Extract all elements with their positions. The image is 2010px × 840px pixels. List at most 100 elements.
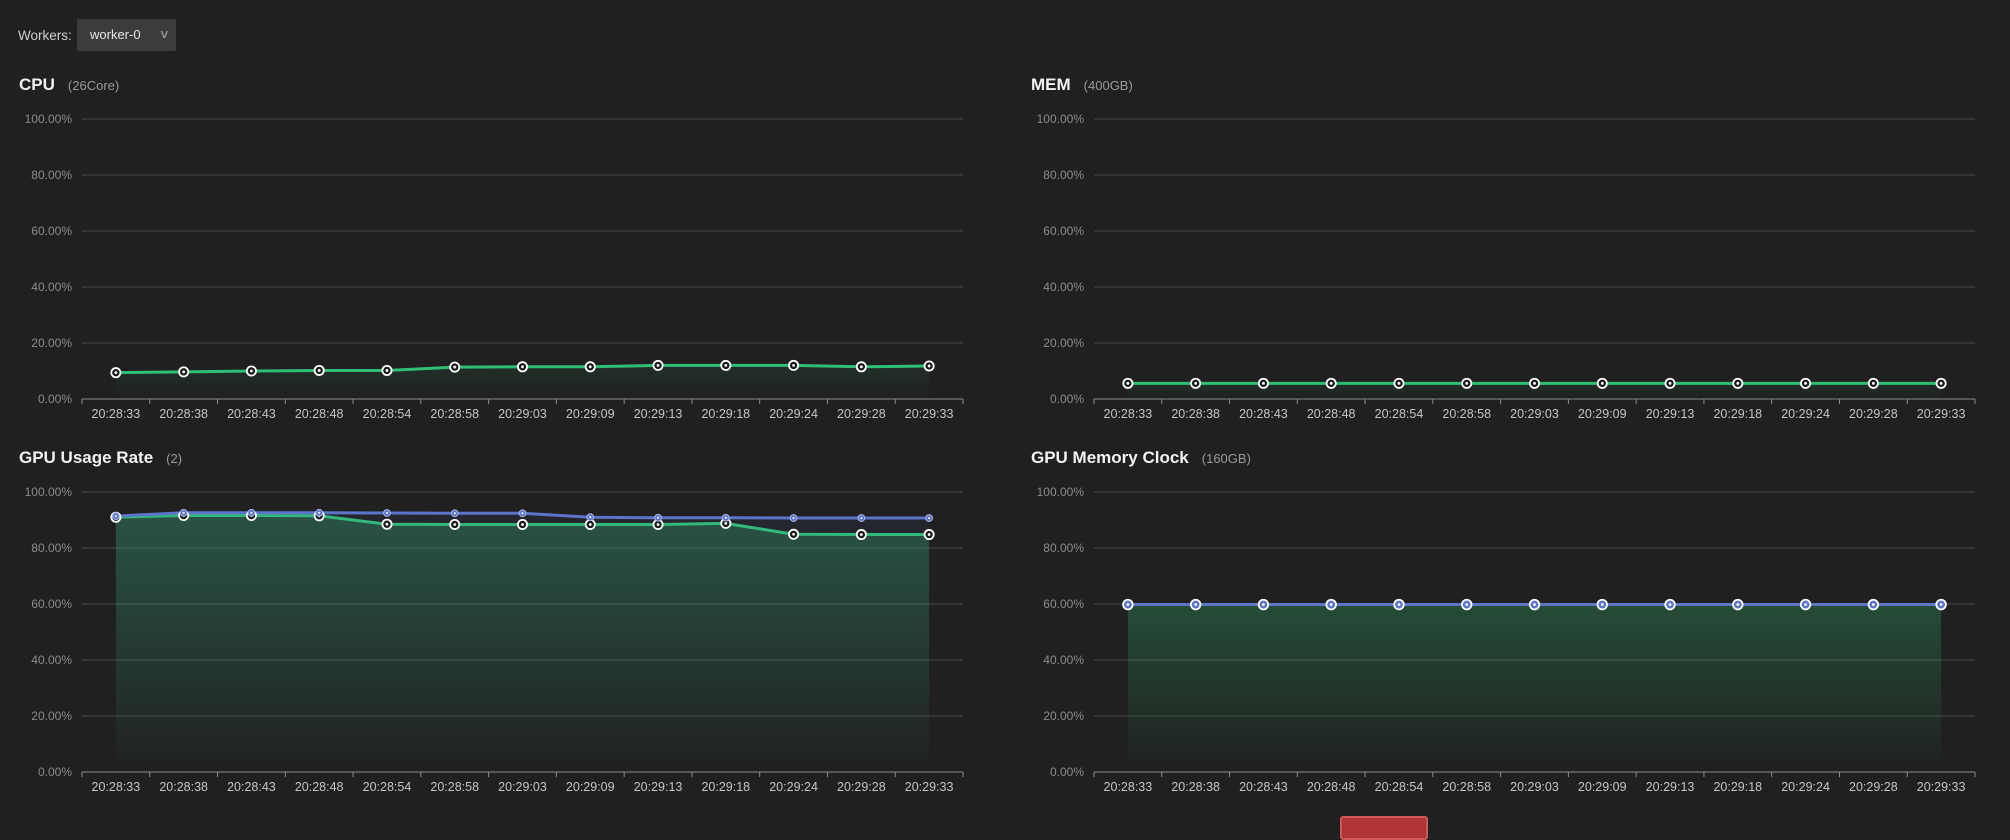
svg-text:20:28:43: 20:28:43: [1239, 780, 1288, 794]
svg-text:40.00%: 40.00%: [1043, 280, 1084, 294]
svg-text:20:29:13: 20:29:13: [1646, 407, 1695, 421]
svg-text:20:29:33: 20:29:33: [1917, 780, 1966, 794]
svg-text:20:29:03: 20:29:03: [498, 407, 547, 421]
svg-text:100.00%: 100.00%: [1037, 485, 1085, 499]
svg-text:20.00%: 20.00%: [1043, 336, 1084, 350]
svg-text:20.00%: 20.00%: [31, 336, 72, 350]
svg-text:0.00%: 0.00%: [38, 765, 72, 779]
svg-text:20:29:18: 20:29:18: [701, 780, 750, 794]
top-toolbar: Workers: worker-0 ∨: [0, 0, 2010, 56]
chart-title: MEM: [1031, 75, 1071, 94]
cpu-line-chart-svg: 100.00% 80.00% 60.00% 40.00% 20.00% 0.00% 20:2…: [25, 112, 964, 421]
svg-text:100.00%: 100.00%: [25, 112, 73, 126]
chart-subtitle: (400GB): [1083, 78, 1133, 93]
svg-text:20:29:24: 20:29:24: [769, 407, 818, 421]
svg-text:20:29:24: 20:29:24: [769, 780, 818, 794]
svg-text:20:29:18: 20:29:18: [701, 407, 750, 421]
svg-text:40.00%: 40.00%: [31, 653, 72, 667]
svg-text:20:28:43: 20:28:43: [227, 780, 276, 794]
chart-title: CPU: [19, 75, 55, 94]
chart-gpu-usage-rate: GPU Usage Rate (2) 100.00% 80.00% 60.00% 40.…: [0, 433, 1005, 805]
chart-subtitle: (160GB): [1201, 451, 1251, 466]
svg-text:20:29:03: 20:29:03: [1510, 407, 1559, 421]
svg-text:20:29:33: 20:29:33: [905, 780, 954, 794]
svg-text:20:29:28: 20:29:28: [1849, 407, 1898, 421]
svg-text:20:29:13: 20:29:13: [634, 407, 683, 421]
svg-text:20:28:33: 20:28:33: [92, 780, 141, 794]
svg-text:20:28:38: 20:28:38: [159, 407, 208, 421]
svg-text:20:29:13: 20:29:13: [1646, 780, 1695, 794]
workers-dropdown-value: worker-0: [90, 27, 141, 42]
svg-text:20:29:33: 20:29:33: [1917, 407, 1966, 421]
svg-text:20:28:54: 20:28:54: [1375, 407, 1424, 421]
svg-text:0.00%: 0.00%: [1050, 765, 1084, 779]
svg-text:20:28:48: 20:28:48: [295, 407, 344, 421]
svg-text:20:28:43: 20:28:43: [1239, 407, 1288, 421]
svg-text:60.00%: 60.00%: [31, 224, 72, 238]
svg-text:20:29:09: 20:29:09: [1578, 407, 1627, 421]
svg-text:20:28:58: 20:28:58: [1442, 407, 1491, 421]
svg-text:20:29:09: 20:29:09: [566, 780, 615, 794]
svg-text:60.00%: 60.00%: [31, 597, 72, 611]
svg-text:20:29:09: 20:29:09: [1578, 780, 1627, 794]
svg-text:20.00%: 20.00%: [1043, 709, 1084, 723]
svg-text:60.00%: 60.00%: [1043, 597, 1084, 611]
svg-text:20:28:54: 20:28:54: [1375, 780, 1424, 794]
svg-text:20:28:33: 20:28:33: [92, 407, 141, 421]
chart-title: GPU Memory Clock: [1031, 448, 1189, 467]
svg-text:20:29:13: 20:29:13: [634, 780, 683, 794]
svg-text:60.00%: 60.00%: [1043, 224, 1084, 238]
svg-text:20:29:18: 20:29:18: [1713, 407, 1762, 421]
svg-text:20:29:28: 20:29:28: [837, 780, 886, 794]
chart-gpu-memory-clock: GPU Memory Clock (160GB) 100.00% 80.00% 60.…: [1012, 433, 2010, 805]
svg-text:20:28:48: 20:28:48: [1307, 407, 1356, 421]
svg-text:20:28:58: 20:28:58: [430, 780, 479, 794]
svg-text:20:28:43: 20:28:43: [227, 407, 276, 421]
svg-text:20:28:38: 20:28:38: [1171, 407, 1220, 421]
svg-text:40.00%: 40.00%: [1043, 653, 1084, 667]
svg-text:20:29:18: 20:29:18: [1713, 780, 1762, 794]
svg-text:20:29:33: 20:29:33: [905, 407, 954, 421]
svg-text:0.00%: 0.00%: [1050, 392, 1084, 406]
workers-dropdown[interactable]: worker-0 ∨: [77, 19, 176, 51]
svg-text:80.00%: 80.00%: [1043, 168, 1084, 182]
svg-text:20:29:28: 20:29:28: [837, 407, 886, 421]
partial-red-element[interactable]: [1340, 816, 1428, 840]
svg-text:100.00%: 100.00%: [1037, 112, 1085, 126]
svg-text:40.00%: 40.00%: [31, 280, 72, 294]
svg-text:20:28:33: 20:28:33: [1104, 780, 1153, 794]
svg-text:20:29:24: 20:29:24: [1781, 407, 1830, 421]
svg-text:20:29:03: 20:29:03: [1510, 780, 1559, 794]
chart-cpu: CPU (26Core) 100.00% 80.00% 60.00% 40.00% 20.…: [0, 60, 1005, 432]
svg-text:20:28:54: 20:28:54: [363, 407, 412, 421]
svg-text:20:28:38: 20:28:38: [159, 780, 208, 794]
svg-text:20:29:03: 20:29:03: [498, 780, 547, 794]
svg-text:80.00%: 80.00%: [1043, 541, 1084, 555]
svg-text:20:28:58: 20:28:58: [1442, 780, 1491, 794]
svg-text:20:28:58: 20:28:58: [430, 407, 479, 421]
svg-text:20:29:28: 20:29:28: [1849, 780, 1898, 794]
svg-text:20:29:24: 20:29:24: [1781, 780, 1830, 794]
gpu-memory-clock-line-chart-svg: 100.00% 80.00% 60.00% 40.00% 20.00% 0.00% 20:2…: [1037, 485, 1976, 794]
svg-text:80.00%: 80.00%: [31, 541, 72, 555]
svg-text:20.00%: 20.00%: [31, 709, 72, 723]
chart-subtitle: (2): [166, 451, 183, 466]
chart-header: GPU Usage Rate (2): [19, 448, 182, 468]
svg-text:100.00%: 100.00%: [25, 485, 73, 499]
svg-text:0.00%: 0.00%: [38, 392, 72, 406]
svg-text:20:29:09: 20:29:09: [566, 407, 615, 421]
chart-mem: MEM (400GB) 100.00% 80.00% 60.00% 40.00% 20.0…: [1012, 60, 2010, 432]
chevron-down-icon: ∨: [159, 27, 171, 41]
workers-label: Workers:: [18, 28, 72, 43]
svg-text:20:28:48: 20:28:48: [1307, 780, 1356, 794]
svg-text:20:28:54: 20:28:54: [363, 780, 412, 794]
mem-line-chart-svg: 100.00% 80.00% 60.00% 40.00% 20.00% 0.00% 20:2…: [1037, 112, 1976, 421]
chart-header: GPU Memory Clock (160GB): [1031, 448, 1251, 468]
svg-text:20:28:33: 20:28:33: [1104, 407, 1153, 421]
gpu-usage-line-chart-svg: 100.00% 80.00% 60.00% 40.00% 20.00% 0.00% 20:2…: [25, 485, 964, 794]
chart-header: CPU (26Core): [19, 75, 119, 95]
chart-title: GPU Usage Rate: [19, 448, 154, 467]
chart-subtitle: (26Core): [67, 78, 120, 93]
svg-text:20:28:48: 20:28:48: [295, 780, 344, 794]
chart-header: MEM (400GB): [1031, 75, 1133, 95]
